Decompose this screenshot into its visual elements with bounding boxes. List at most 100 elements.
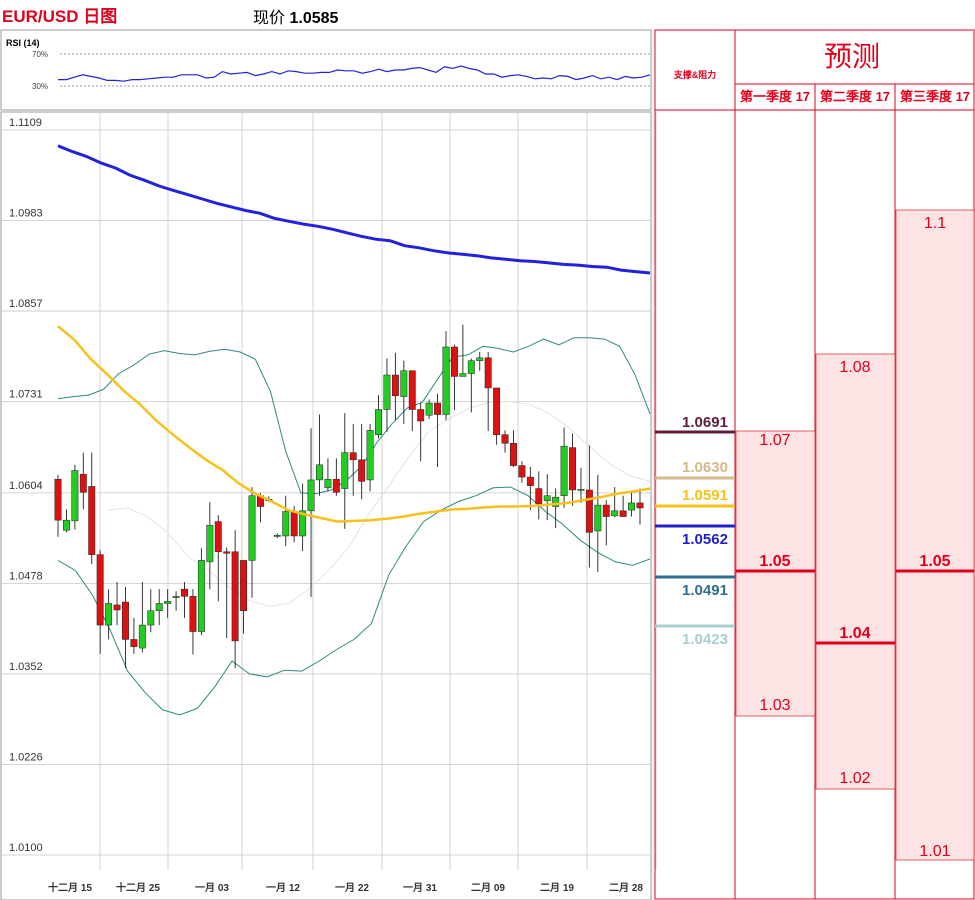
candle-up xyxy=(206,524,214,563)
price-grid xyxy=(2,112,657,870)
candle-up xyxy=(138,624,146,649)
bollinger-upper-line xyxy=(57,337,651,495)
q2-header: 第二季度 17 xyxy=(820,89,890,104)
candle-down xyxy=(54,478,62,521)
candle-down xyxy=(349,452,357,461)
sr-header: 支撑&阻力 xyxy=(673,69,717,80)
candle-up xyxy=(425,402,433,416)
forecast-title: 预测 xyxy=(824,41,880,72)
y-tick-label: 1.0983 xyxy=(9,208,43,220)
candle-down xyxy=(223,551,231,554)
candle-down xyxy=(518,465,526,478)
candle-down xyxy=(231,551,239,642)
candle-down xyxy=(189,596,197,632)
y-tick-label: 1.0731 xyxy=(9,389,43,401)
q2-high: 1.08 xyxy=(839,359,870,376)
candle-down xyxy=(408,370,416,410)
current-price-label: 现价 xyxy=(253,10,286,27)
rsi-label: RSI (14) xyxy=(6,38,40,48)
candle-up xyxy=(560,445,568,496)
candle-down xyxy=(113,604,121,611)
candle-down xyxy=(526,476,534,486)
candle-up xyxy=(341,452,349,489)
y-tick-label: 1.1109 xyxy=(9,117,42,129)
candle-down xyxy=(510,443,517,466)
candle-up xyxy=(459,373,467,377)
y-tick-label: 1.0100 xyxy=(9,842,43,854)
candle-up xyxy=(324,478,332,489)
rsi-line xyxy=(58,65,651,82)
candle-down xyxy=(569,447,576,491)
candle-down xyxy=(122,601,129,640)
candle-down xyxy=(358,459,366,482)
candle-up xyxy=(611,510,619,517)
candle-down xyxy=(619,510,627,517)
candle-up xyxy=(62,519,70,531)
candle-up xyxy=(164,601,172,604)
x-tick-label: 一月 03 xyxy=(195,882,229,894)
candle-up xyxy=(467,360,475,374)
candle-up xyxy=(383,374,391,410)
candle-down xyxy=(88,486,96,555)
q1-high: 1.07 xyxy=(759,432,790,449)
rsi-30-label: 30% xyxy=(32,82,48,91)
candle-down xyxy=(417,409,425,422)
q3-header: 第三季度 17 xyxy=(900,89,970,104)
candle-up xyxy=(172,596,180,598)
y-tick-label: 1.0478 xyxy=(9,570,43,582)
candle-up xyxy=(299,510,307,537)
candle-down xyxy=(130,639,138,647)
sr-label-6: 1.0423 xyxy=(682,631,728,648)
candle-up xyxy=(71,470,79,522)
candle-up xyxy=(552,496,560,507)
candle-down xyxy=(450,346,458,377)
x-tick-label: 十二月 25 xyxy=(116,881,160,894)
x-tick-label: 一月 22 xyxy=(335,882,369,894)
candle-down xyxy=(240,560,248,611)
candle-up xyxy=(105,603,113,626)
moving-averages xyxy=(57,144,651,523)
sr-label-1: 1.0691 xyxy=(682,414,728,431)
candle-up xyxy=(197,560,205,632)
candle-down xyxy=(332,478,340,493)
candle-up xyxy=(400,370,408,397)
candle-up xyxy=(543,495,551,502)
candle-up xyxy=(366,430,374,481)
candle-down xyxy=(501,434,509,444)
candle-up xyxy=(282,511,290,537)
candle-down xyxy=(535,488,543,504)
bollinger-bands xyxy=(57,337,651,716)
chart-title: EUR/USD 日图 xyxy=(2,7,118,26)
candle-up xyxy=(594,504,602,532)
q1-range xyxy=(735,430,816,717)
candle-up xyxy=(248,495,256,561)
candle-up xyxy=(273,535,281,537)
x-tick-label: 二月 19 xyxy=(540,882,574,894)
candle-down xyxy=(290,511,298,537)
y-tick-label: 1.0352 xyxy=(9,661,43,673)
x-tick-label: 一月 31 xyxy=(403,882,437,894)
q3-low: 1.01 xyxy=(919,843,950,860)
candle-down xyxy=(214,521,222,553)
candle-down xyxy=(484,357,492,389)
candle-up xyxy=(316,464,323,481)
y-tick-label: 1.0226 xyxy=(9,751,43,763)
x-axis-labels: 十二月 15 十二月 25 一月 03 一月 12 一月 22 一月 31 二月 09 二月 … xyxy=(48,881,643,894)
candlesticks xyxy=(54,324,644,669)
current-price: 现价 1.0585 xyxy=(253,4,338,28)
q1-mid: 1.05 xyxy=(759,553,790,570)
candle-down xyxy=(434,402,442,415)
y-tick-label: 1.0857 xyxy=(9,298,43,310)
candle-down xyxy=(391,374,399,397)
ma-mid-line xyxy=(57,325,651,523)
x-tick-label: 一月 12 xyxy=(266,882,300,894)
candle-down xyxy=(181,588,188,597)
rsi-panel xyxy=(0,29,652,111)
sr-label-3: 1.0591 xyxy=(682,487,728,504)
q3-range xyxy=(895,209,975,861)
rsi-70-label: 70% xyxy=(32,50,48,59)
q1-low: 1.03 xyxy=(759,697,790,714)
current-price-value: 1.0585 xyxy=(289,10,339,27)
y-tick-label: 1.0604 xyxy=(9,480,43,492)
